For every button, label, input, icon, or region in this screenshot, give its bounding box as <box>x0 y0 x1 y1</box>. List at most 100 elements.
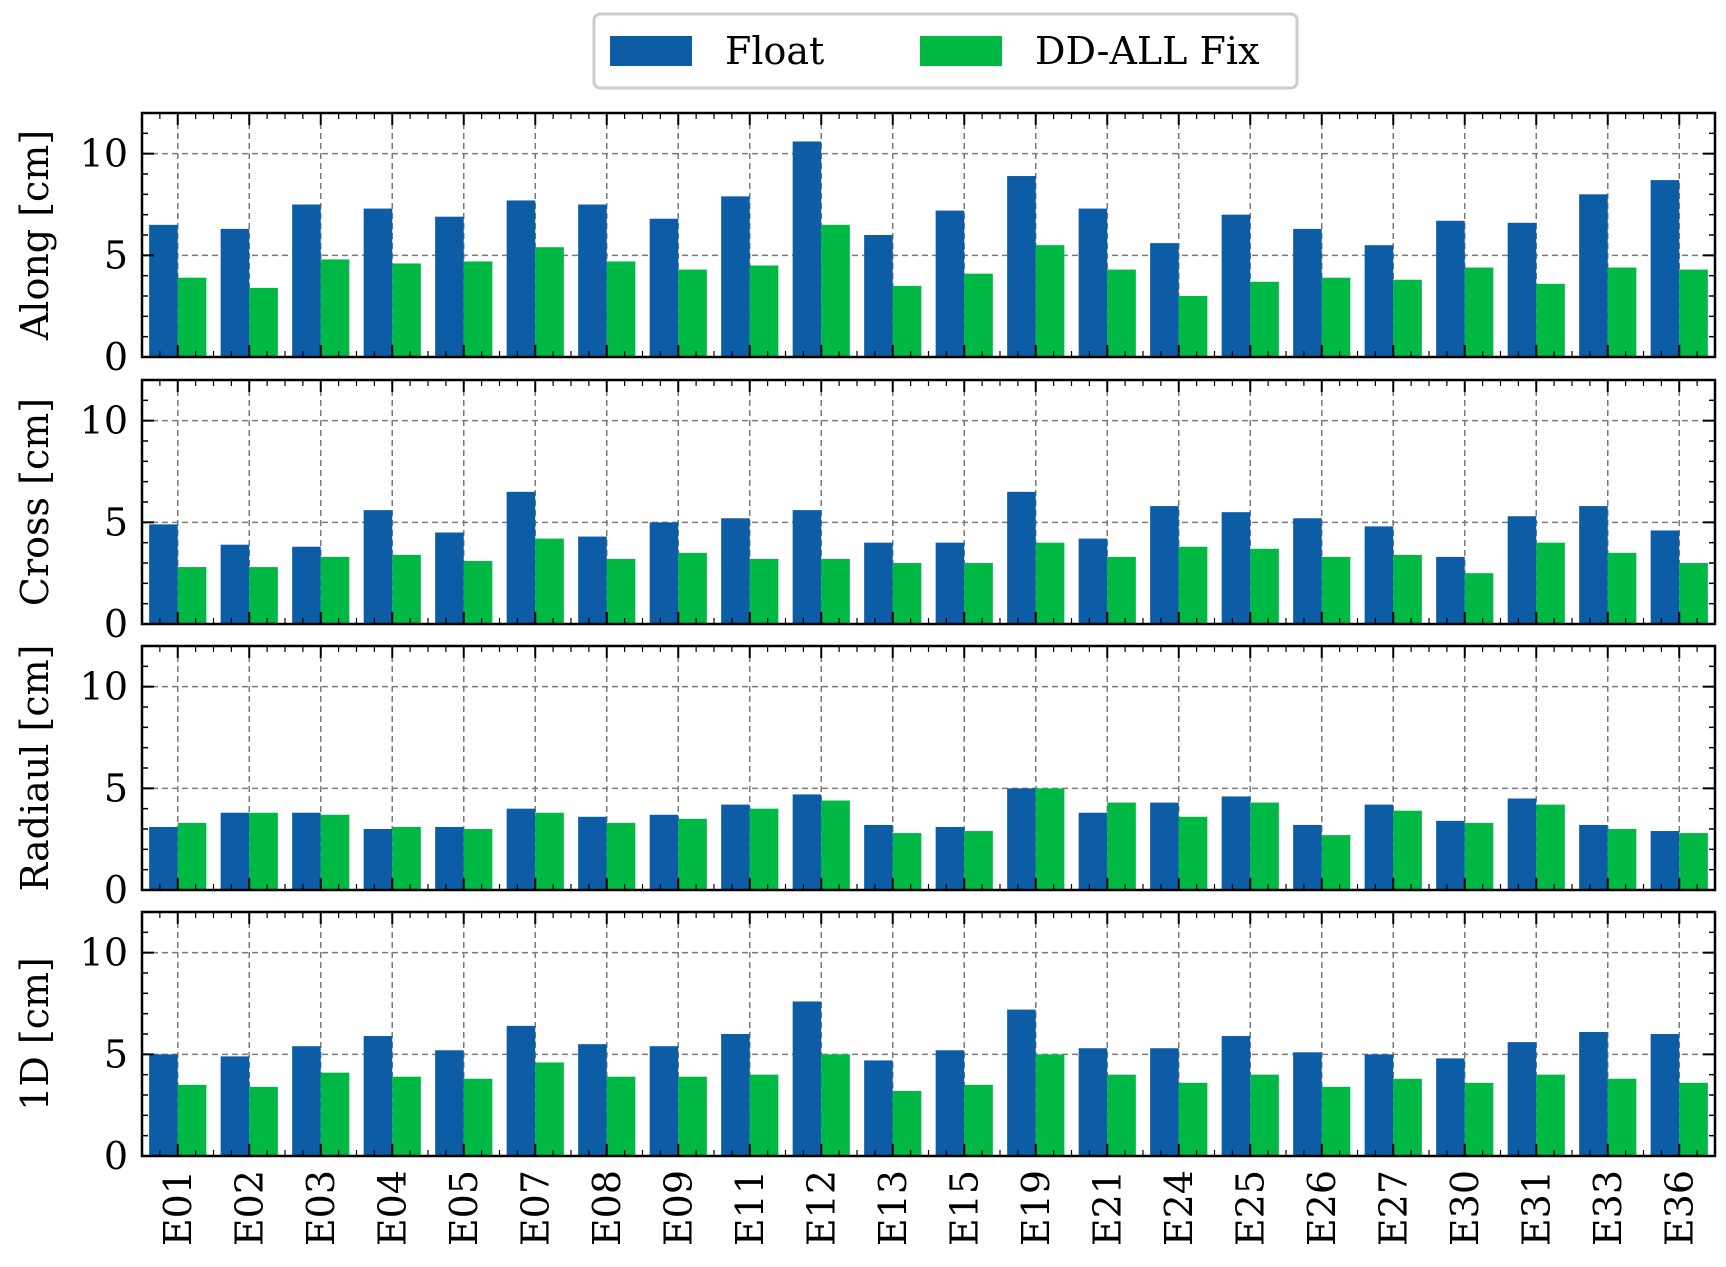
bar-radiaul-cm-float-e21 <box>1078 812 1108 890</box>
bar-1d-cm-dd-all-fix-e11 <box>749 1074 779 1156</box>
legend-label-float: Float <box>725 29 824 73</box>
x-tick-label-e26: E26 <box>1300 1170 1344 1246</box>
y-axis-title-radiaul-cm: Radiaul [cm] <box>13 645 57 892</box>
bar-radiaul-cm-dd-all-fix-e03 <box>320 814 350 890</box>
bar-along-cm-float-e07 <box>506 200 536 357</box>
bar-radiaul-cm-dd-all-fix-e01 <box>177 822 207 890</box>
bar-along-cm-dd-all-fix-e24 <box>1178 296 1208 357</box>
bar-1d-cm-dd-all-fix-e15 <box>964 1084 993 1156</box>
y-tick-label: 5 <box>104 766 128 810</box>
bar-along-cm-dd-all-fix-e19 <box>1035 245 1065 357</box>
x-tick-label-e07: E07 <box>513 1170 557 1246</box>
bar-along-cm-dd-all-fix-e13 <box>892 285 922 357</box>
bar-along-cm-dd-all-fix-e02 <box>249 287 278 357</box>
bar-along-cm-float-e21 <box>1078 208 1108 357</box>
bar-along-cm-dd-all-fix-e05 <box>463 261 493 357</box>
bar-cross-cm-dd-all-fix-e30 <box>1464 573 1494 624</box>
bar-cross-cm-dd-all-fix-e07 <box>535 538 564 624</box>
bar-along-cm-float-e03 <box>292 204 321 357</box>
bar-along-cm-dd-all-fix-e07 <box>535 247 564 357</box>
legend-label-dd-all-fix: DD-ALL Fix <box>1035 29 1259 73</box>
bar-along-cm-float-e02 <box>220 228 250 357</box>
bar-1d-cm-dd-all-fix-e03 <box>320 1072 350 1156</box>
bar-1d-cm-dd-all-fix-e12 <box>821 1054 850 1156</box>
bar-cross-cm-float-e11 <box>721 518 750 624</box>
y-tick-label: 0 <box>104 1134 128 1178</box>
bar-cross-cm-dd-all-fix-e25 <box>1250 548 1279 624</box>
bar-radiaul-cm-float-e08 <box>578 816 607 890</box>
bar-radiaul-cm-dd-all-fix-e09 <box>678 818 707 890</box>
bar-1d-cm-dd-all-fix-e27 <box>1393 1078 1422 1156</box>
x-tick-label-e21: E21 <box>1085 1170 1129 1246</box>
bar-radiaul-cm-dd-all-fix-e11 <box>749 808 779 890</box>
bar-cross-cm-dd-all-fix-e01 <box>177 567 207 624</box>
bar-along-cm-float-e13 <box>864 235 893 357</box>
bar-radiaul-cm-float-e04 <box>363 829 393 890</box>
bar-cross-cm-dd-all-fix-e05 <box>463 560 493 624</box>
bar-cross-cm-float-e13 <box>864 542 893 624</box>
bar-cross-cm-float-e07 <box>506 491 536 624</box>
bar-radiaul-cm-float-e03 <box>292 812 321 890</box>
x-tick-label-e36: E36 <box>1657 1170 1701 1246</box>
x-tick-label-e01: E01 <box>156 1170 200 1246</box>
panel-along-cm: 0 5 10 Along [cm] <box>13 111 1717 379</box>
y-tick-label: 5 <box>104 233 128 277</box>
bar-along-cm-dd-all-fix-e12 <box>821 224 850 357</box>
bar-1d-cm-dd-all-fix-e13 <box>892 1090 922 1156</box>
bar-1d-cm-float-e30 <box>1436 1058 1465 1156</box>
bar-along-cm-float-e11 <box>721 196 750 357</box>
bar-cross-cm-dd-all-fix-e03 <box>320 556 350 624</box>
bar-radiaul-cm-dd-all-fix-e33 <box>1607 829 1637 890</box>
bar-1d-cm-float-e03 <box>292 1046 321 1156</box>
bar-radiaul-cm-float-e36 <box>1650 831 1680 890</box>
bar-along-cm-float-e33 <box>1579 194 1608 357</box>
bar-radiaul-cm-float-e31 <box>1507 798 1537 890</box>
bar-radiaul-cm-dd-all-fix-e12 <box>821 800 850 890</box>
bar-1d-cm-dd-all-fix-e02 <box>249 1086 278 1156</box>
bar-1d-cm-dd-all-fix-e05 <box>463 1078 493 1156</box>
bar-1d-cm-dd-all-fix-e04 <box>392 1076 421 1156</box>
bar-along-cm-float-e25 <box>1221 214 1251 357</box>
x-tick-label-e04: E04 <box>370 1170 414 1246</box>
bar-along-cm-dd-all-fix-e30 <box>1464 267 1494 357</box>
bar-cross-cm-dd-all-fix-e24 <box>1178 546 1208 624</box>
bar-radiaul-cm-dd-all-fix-e15 <box>964 831 993 890</box>
bar-cross-cm-float-e03 <box>292 546 321 624</box>
x-tick-label-e15: E15 <box>942 1170 986 1246</box>
bar-cross-cm-dd-all-fix-e12 <box>821 558 850 624</box>
bar-cross-cm-float-e04 <box>363 510 393 624</box>
bar-1d-cm-dd-all-fix-e19 <box>1035 1054 1065 1156</box>
bar-1d-cm-float-e05 <box>435 1050 464 1156</box>
bar-cross-cm-float-e36 <box>1650 530 1680 624</box>
bar-radiaul-cm-float-e12 <box>792 794 822 890</box>
bar-along-cm-float-e30 <box>1436 220 1465 357</box>
bar-along-cm-dd-all-fix-e36 <box>1679 269 1708 357</box>
bar-cross-cm-float-e08 <box>578 536 607 624</box>
bar-1d-cm-dd-all-fix-e36 <box>1679 1082 1708 1156</box>
bar-1d-cm-float-e09 <box>649 1046 679 1156</box>
bar-along-cm-dd-all-fix-e33 <box>1607 267 1637 357</box>
bar-cross-cm-float-e05 <box>435 532 464 624</box>
y-tick-label: 5 <box>104 1032 128 1076</box>
bar-cross-cm-float-e12 <box>792 510 822 624</box>
bar-along-cm-dd-all-fix-e15 <box>964 273 993 357</box>
bar-cross-cm-float-e15 <box>935 542 965 624</box>
bar-radiaul-cm-float-e11 <box>721 804 750 890</box>
bar-radiaul-cm-dd-all-fix-e19 <box>1035 788 1065 890</box>
bar-along-cm-float-e01 <box>149 224 178 357</box>
bar-radiaul-cm-float-e05 <box>435 826 464 890</box>
legend-swatch-float <box>610 36 692 66</box>
bar-radiaul-cm-dd-all-fix-e13 <box>892 833 922 890</box>
bar-radiaul-cm-float-e02 <box>220 812 250 890</box>
bar-1d-cm-float-e08 <box>578 1044 607 1156</box>
bar-along-cm-dd-all-fix-e11 <box>749 265 779 357</box>
x-tick-label-e03: E03 <box>299 1170 343 1246</box>
bar-radiaul-cm-float-e09 <box>649 814 679 890</box>
bar-cross-cm-dd-all-fix-e08 <box>606 558 636 624</box>
bar-radiaul-cm-float-e19 <box>1007 788 1036 890</box>
bar-cross-cm-dd-all-fix-e27 <box>1393 554 1422 624</box>
bar-1d-cm-float-e13 <box>864 1060 893 1156</box>
bar-1d-cm-dd-all-fix-e07 <box>535 1062 564 1156</box>
bar-radiaul-cm-float-e30 <box>1436 820 1465 890</box>
